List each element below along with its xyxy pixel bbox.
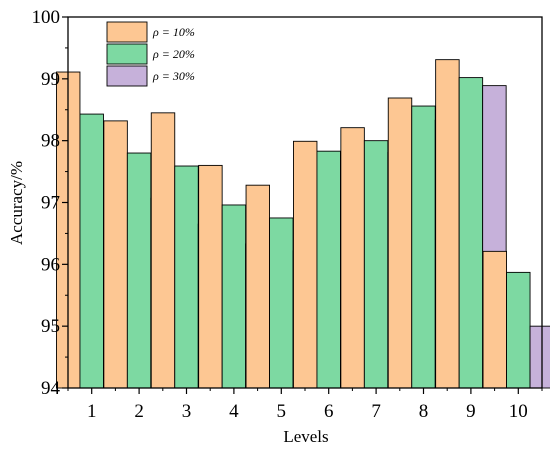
x-tick-label-7: 7 — [371, 401, 381, 422]
bar-level-2-series-1 — [103, 120, 128, 389]
y-tick-label-94: 94 — [41, 378, 61, 399]
bar-level-7-series-1 — [340, 127, 365, 389]
legend-swatch-1 — [106, 21, 148, 43]
x-tick-label-5: 5 — [277, 401, 287, 422]
y-tick-label-97: 97 — [41, 193, 60, 214]
x-tick-label-2: 2 — [134, 401, 144, 422]
legend-swatch-2 — [106, 43, 148, 65]
x-axis: 1 2 3 4 5 6 7 8 9 10 — [67, 388, 543, 422]
y-axis-title: Accuracy/% — [7, 161, 26, 245]
bar-level-6-series-1 — [293, 140, 318, 389]
y-tick-label-100: 100 — [32, 7, 61, 28]
bar-level-4-series-2 — [221, 204, 247, 389]
legend-label-1: ρ = 10% — [152, 25, 195, 39]
bar-level-8-series-2 — [411, 105, 436, 389]
legend-label-3: ρ = 30% — [152, 69, 195, 83]
x-tick-label-10: 10 — [509, 401, 528, 422]
bar-level-3-series-2 — [174, 165, 199, 389]
legend-label-2: ρ = 20% — [152, 47, 195, 61]
bar-level-9-series-2 — [458, 77, 484, 389]
bar-level-7-series-2 — [363, 140, 389, 389]
bar-level-9-series-1 — [435, 59, 460, 389]
y-tick-label-98: 98 — [41, 131, 60, 152]
x-tick-label-6: 6 — [324, 401, 334, 422]
y-tick-label-99: 99 — [41, 69, 60, 90]
x-tick-label-1: 1 — [87, 401, 97, 422]
bar-level-10-series-1 — [482, 250, 507, 389]
x-tick-label-4: 4 — [229, 401, 239, 422]
bar-level-3-series-1 — [150, 112, 176, 389]
bar-level-4-series-1 — [198, 164, 223, 389]
bar-level-5-series-1 — [245, 184, 271, 389]
bar-level-8-series-1 — [387, 97, 413, 389]
bar-level-10-series-3 — [529, 325, 550, 389]
bar-level-5-series-2 — [269, 217, 294, 389]
x-tick-label-9: 9 — [466, 401, 476, 422]
bar-level-10-series-2 — [506, 271, 531, 389]
legend: ρ = 10% ρ = 20% ρ = 30% — [106, 21, 195, 87]
x-tick-label-3: 3 — [182, 401, 192, 422]
bar-level-6-series-2 — [316, 150, 341, 389]
bar-level-2-series-2 — [126, 152, 152, 389]
y-tick-label-96: 96 — [41, 254, 60, 275]
bars-group — [56, 59, 550, 389]
bar-level-1-series-2 — [79, 113, 104, 389]
x-tick-label-8: 8 — [419, 401, 429, 422]
x-axis-title: Levels — [283, 427, 328, 446]
y-axis: 94 95 96 97 98 99 100 — [32, 7, 68, 399]
y-tick-label-95: 95 — [41, 316, 60, 337]
legend-swatch-3 — [106, 65, 148, 87]
